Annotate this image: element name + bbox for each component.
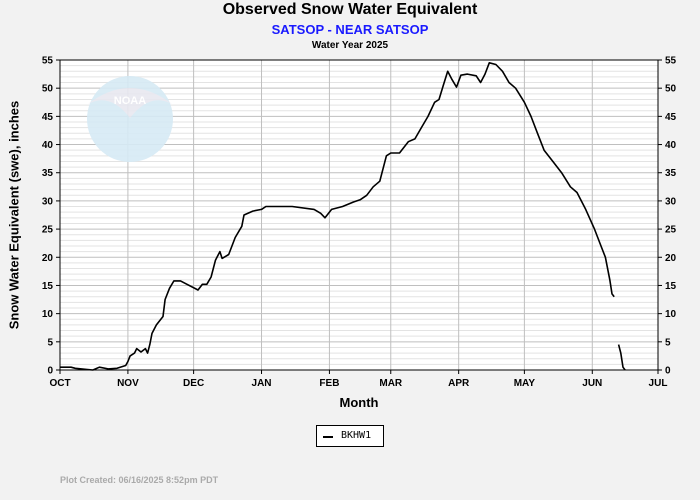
y-tick-label-left: 15 [42, 281, 54, 292]
legend: BKHW1 [316, 425, 384, 447]
y-tick-label-left: 30 [42, 196, 54, 207]
series-line-bkhw1 [617, 344, 626, 371]
y-tick-label-right: 20 [665, 253, 677, 264]
y-tick-label-left: 45 [42, 112, 54, 123]
y-tick-label-right: 15 [665, 281, 677, 292]
x-tick-label: FEB [319, 378, 339, 389]
chart-subtitle: SATSOP - NEAR SATSOP [271, 22, 429, 37]
x-tick-label: APR [448, 378, 470, 389]
x-tick-label: DEC [183, 378, 204, 389]
plot-created-footer: Plot Created: 06/16/2025 8:52pm PDT [60, 475, 219, 485]
x-tick-label: NOV [117, 378, 139, 389]
y-tick-label-left: 10 [42, 309, 54, 320]
y-tick-label-left: 50 [42, 84, 54, 95]
y-tick-label-right: 30 [665, 196, 677, 207]
y-tick-label-right: 5 [665, 337, 671, 348]
x-tick-label: JAN [252, 378, 272, 389]
chart-title: Observed Snow Water Equivalent [222, 1, 478, 18]
x-axis-label: Month [339, 395, 379, 410]
x-tick-label: OCT [49, 378, 70, 389]
y-tick-label-left: 25 [42, 225, 54, 236]
y-tick-label-right: 25 [665, 225, 677, 236]
y-tick-label-left: 40 [42, 140, 54, 151]
y-tick-label-right: 55 [665, 56, 677, 67]
y-tick-label-left: 55 [42, 56, 54, 67]
plot-border [59, 59, 659, 371]
y-tick-label-left: 20 [42, 253, 54, 264]
y-tick-label-left: 0 [47, 366, 53, 377]
noaa-logo-text: NOAA [114, 95, 146, 107]
y-tick-label-left: 5 [47, 337, 53, 348]
noaa-logo: NOAA [87, 76, 173, 162]
y-tick-label-right: 0 [665, 366, 671, 377]
x-tick-label: MAR [379, 378, 403, 389]
legend-swatch-bkhw1 [323, 436, 333, 438]
legend-label-bkhw1: BKHW1 [341, 430, 372, 441]
y-tick-label-right: 10 [665, 309, 677, 320]
noaa-logo-bird [88, 88, 172, 118]
y-axis-label: Snow Water Equivalent (swe), inches [6, 100, 22, 330]
y-tick-label-right: 50 [665, 84, 677, 95]
y-tick-label-right: 40 [665, 140, 677, 151]
y-tick-label-right: 45 [665, 112, 677, 123]
x-tick-label: JUN [582, 378, 602, 389]
x-tick-label: MAY [514, 378, 536, 389]
series-layer [60, 62, 626, 371]
chart-water-year: Water Year 2025 [311, 40, 389, 51]
x-tick-label: JUL [649, 378, 668, 389]
y-tick-label-left: 35 [42, 168, 54, 179]
series-line-bkhw1 [60, 62, 615, 371]
y-tick-label-right: 35 [665, 168, 677, 179]
